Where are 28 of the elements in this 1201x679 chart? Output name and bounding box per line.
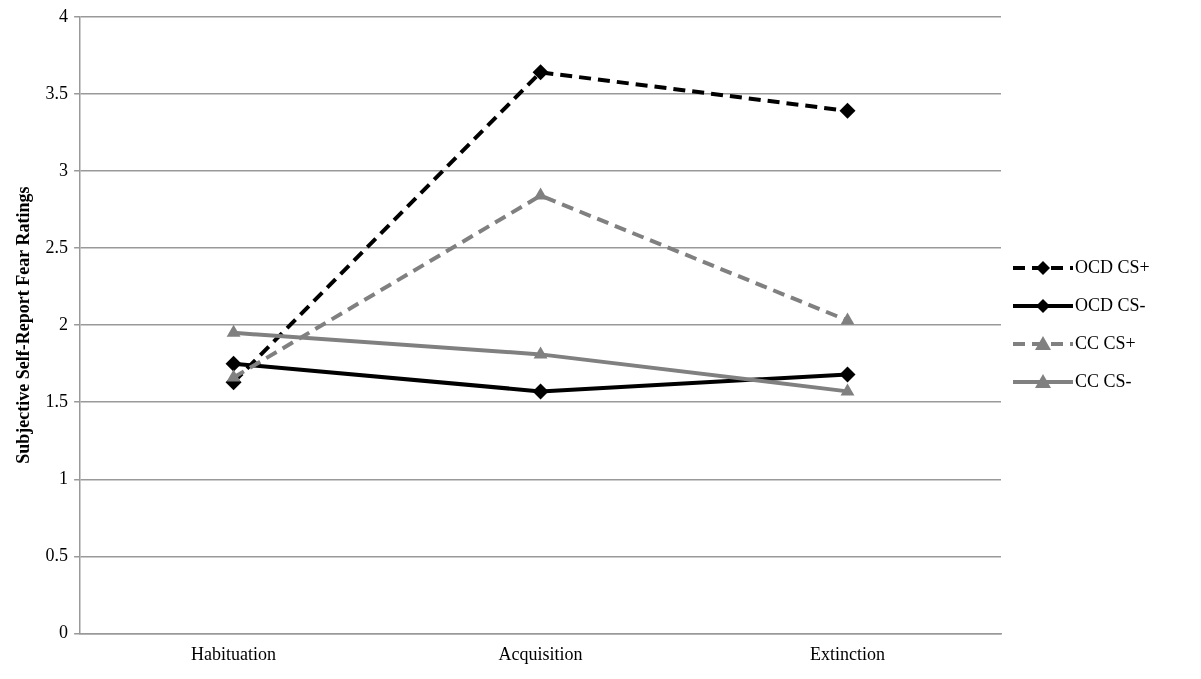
point [225, 355, 242, 372]
y-tick-label: 0 [59, 622, 69, 643]
legend-label: CC CS+ [1075, 332, 1136, 353]
y-tick-label: 4 [59, 5, 69, 26]
point [839, 102, 856, 119]
point [533, 346, 548, 359]
x-tick-label: Extinction [810, 643, 886, 664]
point [226, 324, 241, 337]
point [839, 366, 856, 383]
legend-label: CC CS- [1075, 370, 1132, 391]
legend-label: OCD CS+ [1075, 256, 1150, 277]
point [226, 369, 241, 382]
y-axis-title: Subjective Self-Report Fear Ratings [13, 186, 34, 464]
y-tick-label: 0.5 [45, 545, 69, 566]
y-tick-label: 1 [59, 467, 69, 488]
y-tick-label: 3.5 [45, 82, 69, 103]
point [533, 187, 548, 200]
point [840, 312, 855, 325]
y-tick-label: 3 [59, 159, 69, 180]
point [840, 383, 855, 396]
y-tick-label: 2 [59, 313, 69, 334]
y-tick-label: 1.5 [45, 390, 69, 411]
legend-label: OCD CS- [1075, 294, 1146, 315]
y-tick-label: 2.5 [45, 236, 69, 257]
point [532, 383, 549, 400]
point [532, 64, 549, 81]
x-tick-label: Acquisition [498, 643, 583, 664]
x-tick-label: Habituation [191, 643, 277, 664]
